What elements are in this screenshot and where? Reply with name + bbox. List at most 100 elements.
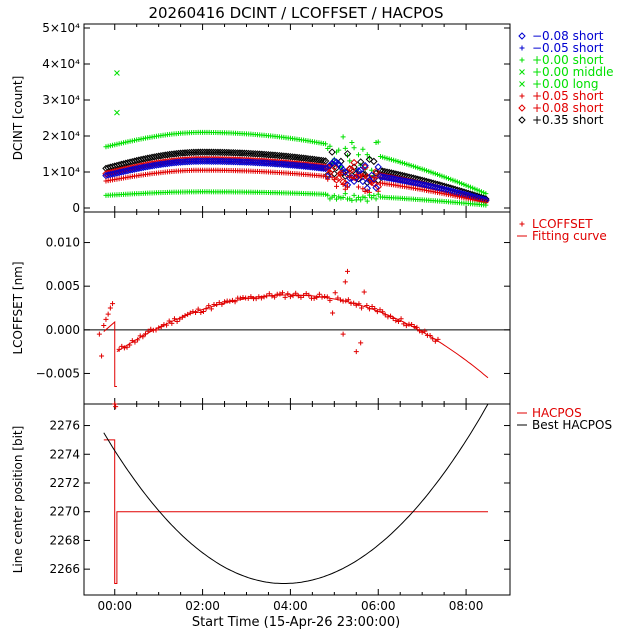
dcint-point	[365, 155, 374, 164]
dcint-point	[360, 146, 366, 152]
dcint-point	[452, 178, 458, 184]
dcint-point	[355, 184, 361, 190]
lcoffset-point	[237, 295, 243, 301]
dcint-point	[361, 161, 369, 170]
dcint-point	[327, 169, 333, 175]
dcint-point	[430, 170, 436, 176]
dcint-point	[110, 142, 116, 148]
dcint-point	[373, 140, 379, 146]
dcint-point	[400, 177, 409, 185]
lcoffset-point	[287, 294, 293, 300]
lcoffset-point	[351, 300, 357, 306]
hacpos-y-tick-label: 2274	[49, 447, 80, 461]
dcint-point	[325, 145, 331, 151]
lcoffset-legend-marker	[519, 221, 525, 227]
dcint-point	[463, 182, 469, 188]
x-tick-label: 02:00	[185, 599, 220, 613]
lcoffset-point	[169, 320, 175, 326]
lcoffset-point	[337, 297, 343, 303]
lcoffset-point	[290, 293, 296, 299]
lcoffset-point	[142, 331, 148, 337]
lcoffset-point	[303, 291, 309, 297]
hacpos-step-line	[103, 439, 488, 584]
lcoffset-point	[164, 322, 170, 328]
dcint-point	[341, 168, 350, 176]
dcint-y-tick-label: 3×10⁴	[42, 93, 80, 107]
dcint-point	[351, 175, 357, 181]
lcoffset-point	[395, 319, 401, 325]
lcoffset-point	[430, 336, 436, 342]
best-hacpos-curve	[103, 403, 489, 584]
dcint-point	[398, 176, 407, 185]
dcint-point	[327, 143, 333, 149]
lcoffset-point	[401, 321, 407, 327]
dcint-legend-label: +0.08 short	[532, 101, 604, 115]
dcint-point	[366, 192, 372, 198]
lcoffset-point	[419, 329, 425, 335]
dcint-point	[326, 161, 334, 169]
dcint-point	[360, 186, 366, 192]
dcint-legend-marker	[518, 116, 526, 124]
dcint-point	[386, 156, 392, 162]
dcint-point	[328, 148, 336, 156]
lcoffset-point	[208, 306, 214, 312]
dcint-point	[304, 162, 312, 171]
dcint-point	[450, 177, 456, 183]
lcoffset-point	[137, 333, 143, 339]
dcint-point	[378, 173, 387, 181]
lcoffset-point	[185, 311, 191, 317]
dcint-point	[461, 181, 467, 187]
lcoffset-point	[335, 295, 341, 301]
dcint-point	[354, 167, 363, 175]
dcint-point	[350, 158, 358, 167]
lcoffset-point	[374, 309, 380, 315]
dcint-point	[421, 167, 427, 173]
lcoffset-point	[280, 290, 286, 296]
dcint-point	[391, 157, 397, 163]
dcint-point	[389, 175, 398, 183]
dcint-point	[382, 155, 388, 161]
dcint-point	[323, 191, 329, 197]
dcint-point	[375, 139, 381, 145]
lcoffset-y-tick-label: 0.010	[46, 236, 80, 250]
lcoffset-point	[203, 306, 209, 312]
dcint-point	[381, 173, 389, 182]
lcoffset-point	[301, 292, 307, 298]
dcint-point	[306, 163, 314, 171]
dcint-point	[269, 151, 277, 159]
lcoffset-point	[372, 306, 378, 312]
dcint-point	[351, 192, 357, 198]
lcoffset-point	[417, 328, 423, 334]
dcint-point	[375, 191, 381, 197]
lcoffset-point	[316, 291, 322, 297]
dcint-point	[295, 162, 303, 170]
hacpos-y-tick-label: 2268	[49, 533, 80, 547]
lcoffset-point	[124, 344, 130, 350]
lcoffset-point	[435, 336, 441, 342]
lcoffset-point	[298, 294, 304, 300]
dcint-point	[362, 188, 368, 194]
lcoffset-point	[266, 291, 272, 297]
lcoffset-point	[332, 290, 338, 296]
lcoffset-point	[295, 293, 301, 299]
dcint-point	[353, 197, 359, 203]
dcint-point	[341, 172, 350, 180]
dcint-point	[481, 190, 487, 196]
dcint-legend-label: +0.00 middle	[532, 65, 614, 79]
lcoffset-point	[319, 294, 325, 300]
lcoffset-point	[361, 289, 367, 295]
dcint-point	[340, 195, 346, 201]
dcint-point	[323, 173, 329, 179]
lcoffset-point	[388, 313, 394, 319]
dcint-point	[428, 169, 434, 175]
dcint-point	[338, 169, 344, 175]
lcoffset-point	[272, 294, 278, 300]
lcoffset-point	[258, 295, 264, 301]
dcint-point	[483, 202, 489, 208]
lcoffset-point	[369, 304, 375, 310]
dcint-point	[396, 176, 404, 184]
lcoffset-point	[113, 404, 119, 410]
lcoffset-legend-label: Fitting curve	[532, 229, 607, 243]
lcoffset-fit-pre-segment	[103, 320, 117, 388]
dcint-point	[448, 176, 454, 182]
